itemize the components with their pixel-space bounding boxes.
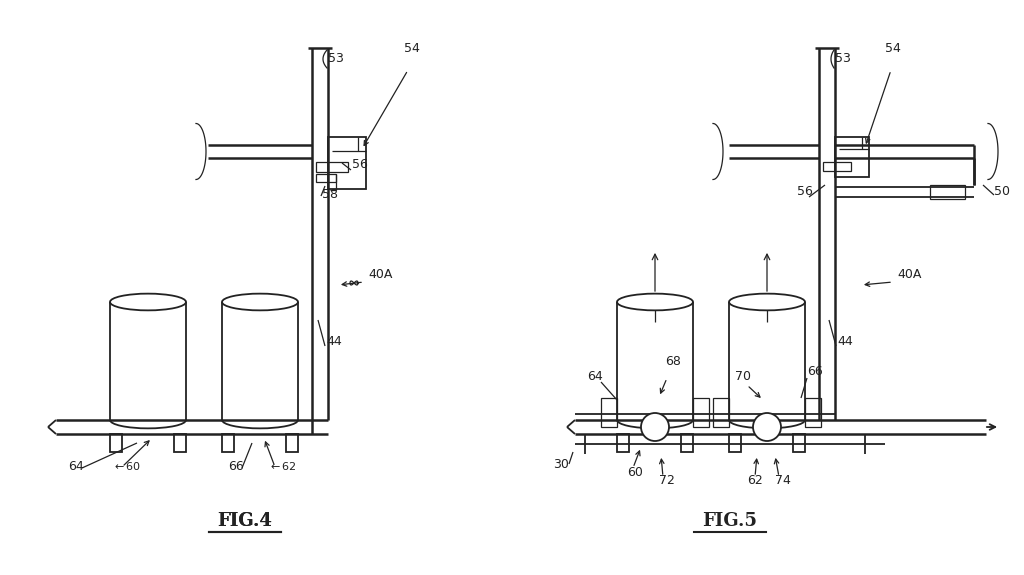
Bar xyxy=(681,434,693,452)
Bar xyxy=(286,434,298,452)
Text: 60: 60 xyxy=(627,466,643,479)
Bar xyxy=(174,434,186,452)
Text: 40A: 40A xyxy=(897,268,922,281)
Text: 72: 72 xyxy=(659,474,675,487)
Text: 68: 68 xyxy=(665,355,681,368)
Ellipse shape xyxy=(222,294,298,310)
Ellipse shape xyxy=(110,294,186,310)
Bar xyxy=(601,398,617,427)
Bar xyxy=(316,162,348,172)
Text: 53: 53 xyxy=(328,52,344,65)
Text: 40A: 40A xyxy=(368,268,392,281)
Text: FIG.4: FIG.4 xyxy=(217,512,272,530)
Circle shape xyxy=(753,413,781,441)
Text: 54: 54 xyxy=(404,42,420,55)
Ellipse shape xyxy=(729,294,805,310)
Bar xyxy=(316,174,336,182)
Text: 58: 58 xyxy=(322,188,338,201)
Text: 53: 53 xyxy=(835,52,851,65)
Circle shape xyxy=(641,413,669,441)
Text: 44: 44 xyxy=(326,335,342,348)
Text: FIG.4: FIG.4 xyxy=(217,512,272,530)
Text: $\leftarrow$62: $\leftarrow$62 xyxy=(268,460,297,472)
Bar xyxy=(110,434,122,452)
Bar xyxy=(805,398,821,427)
Bar xyxy=(930,185,965,199)
Text: 64: 64 xyxy=(68,460,84,473)
Text: 54: 54 xyxy=(885,42,901,55)
Bar xyxy=(693,398,709,427)
Text: 56: 56 xyxy=(797,185,813,198)
Bar xyxy=(617,434,629,452)
Bar xyxy=(729,434,741,452)
Text: 50: 50 xyxy=(994,185,1010,198)
Text: 70: 70 xyxy=(735,370,751,383)
Text: 56: 56 xyxy=(352,158,368,171)
Text: $\leftarrow$60: $\leftarrow$60 xyxy=(112,460,141,472)
Bar xyxy=(823,162,851,171)
Text: 64: 64 xyxy=(587,370,603,383)
Bar xyxy=(328,137,366,189)
Text: 44: 44 xyxy=(837,335,853,348)
Bar xyxy=(222,434,234,452)
Text: 62: 62 xyxy=(746,474,763,487)
Ellipse shape xyxy=(617,294,693,310)
Text: FIG.5: FIG.5 xyxy=(702,512,758,530)
Text: 74: 74 xyxy=(775,474,791,487)
Bar xyxy=(793,434,805,452)
Text: 66: 66 xyxy=(228,460,244,473)
Bar xyxy=(835,137,869,177)
Text: 66: 66 xyxy=(807,365,822,378)
Text: 30: 30 xyxy=(553,458,569,471)
Bar xyxy=(713,398,729,427)
